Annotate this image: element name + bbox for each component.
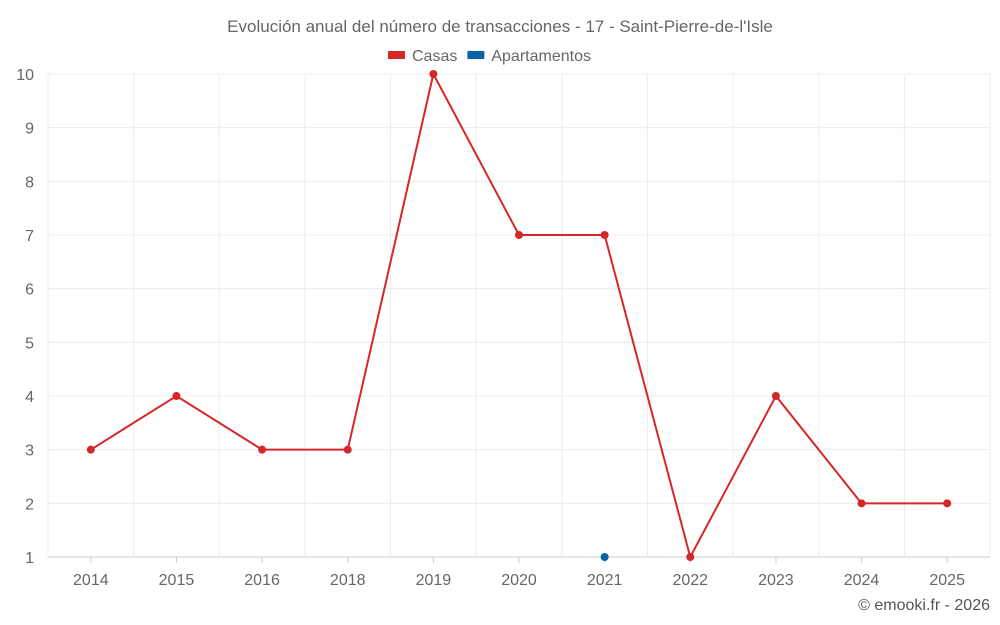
data-point-casas (343, 445, 352, 454)
data-point-casas (515, 231, 523, 239)
y-tick-label: 2 (25, 496, 34, 513)
x-tick-label: 2023 (758, 572, 794, 589)
x-tick-label: 2019 (416, 572, 452, 589)
y-tick-label: 9 (25, 121, 34, 138)
data-point-casas (771, 392, 780, 400)
data-point-casas (600, 231, 609, 239)
data-point-casas (686, 553, 695, 561)
y-axis: 1 2 3 4 5 6 7 8 9 10 (16, 67, 34, 567)
data-point-casas (258, 445, 267, 454)
x-tick-label: 2020 (501, 572, 537, 589)
x-axis: 2014 2015 2016 2018 2019 2020 2021 2022 2023 2024… (73, 557, 965, 589)
y-tick-label: 4 (25, 389, 34, 406)
y-tick-label: 10 (16, 67, 34, 84)
data-point-casas (943, 499, 952, 508)
legend-label: Casas (412, 48, 457, 65)
chart-title: Evolución anual del número de transaccio… (227, 17, 773, 36)
data-point-casas (86, 445, 95, 454)
x-tick-label: 2015 (159, 572, 195, 589)
data-point-casas (429, 70, 438, 78)
x-tick-label: 2014 (73, 572, 109, 589)
x-tick-label: 2018 (330, 572, 366, 589)
y-tick-label: 6 (25, 282, 34, 299)
x-tick-label: 2016 (244, 572, 280, 589)
legend-label: Apartamentos (491, 48, 591, 65)
y-tick-label: 1 (25, 550, 34, 567)
legend: Casas Apartamentos (388, 48, 591, 65)
data-point-casas (857, 499, 866, 508)
x-tick-label: 2025 (929, 572, 965, 589)
y-tick-label: 7 (25, 228, 34, 245)
y-tick-label: 8 (25, 174, 34, 191)
x-tick-label: 2021 (587, 572, 623, 589)
x-tick-label: 2022 (672, 572, 708, 589)
data-point-apartamentos (600, 553, 609, 561)
x-tick-label: 2024 (844, 572, 880, 589)
credit-text: © emooki.fr - 2026 (858, 597, 990, 614)
series-layer (86, 70, 952, 561)
y-tick-label: 3 (25, 443, 34, 460)
y-tick-label: 5 (25, 335, 34, 352)
legend-swatch (467, 51, 485, 59)
legend-swatch (388, 51, 405, 59)
data-point-casas (172, 392, 181, 400)
grid (47, 73, 991, 558)
